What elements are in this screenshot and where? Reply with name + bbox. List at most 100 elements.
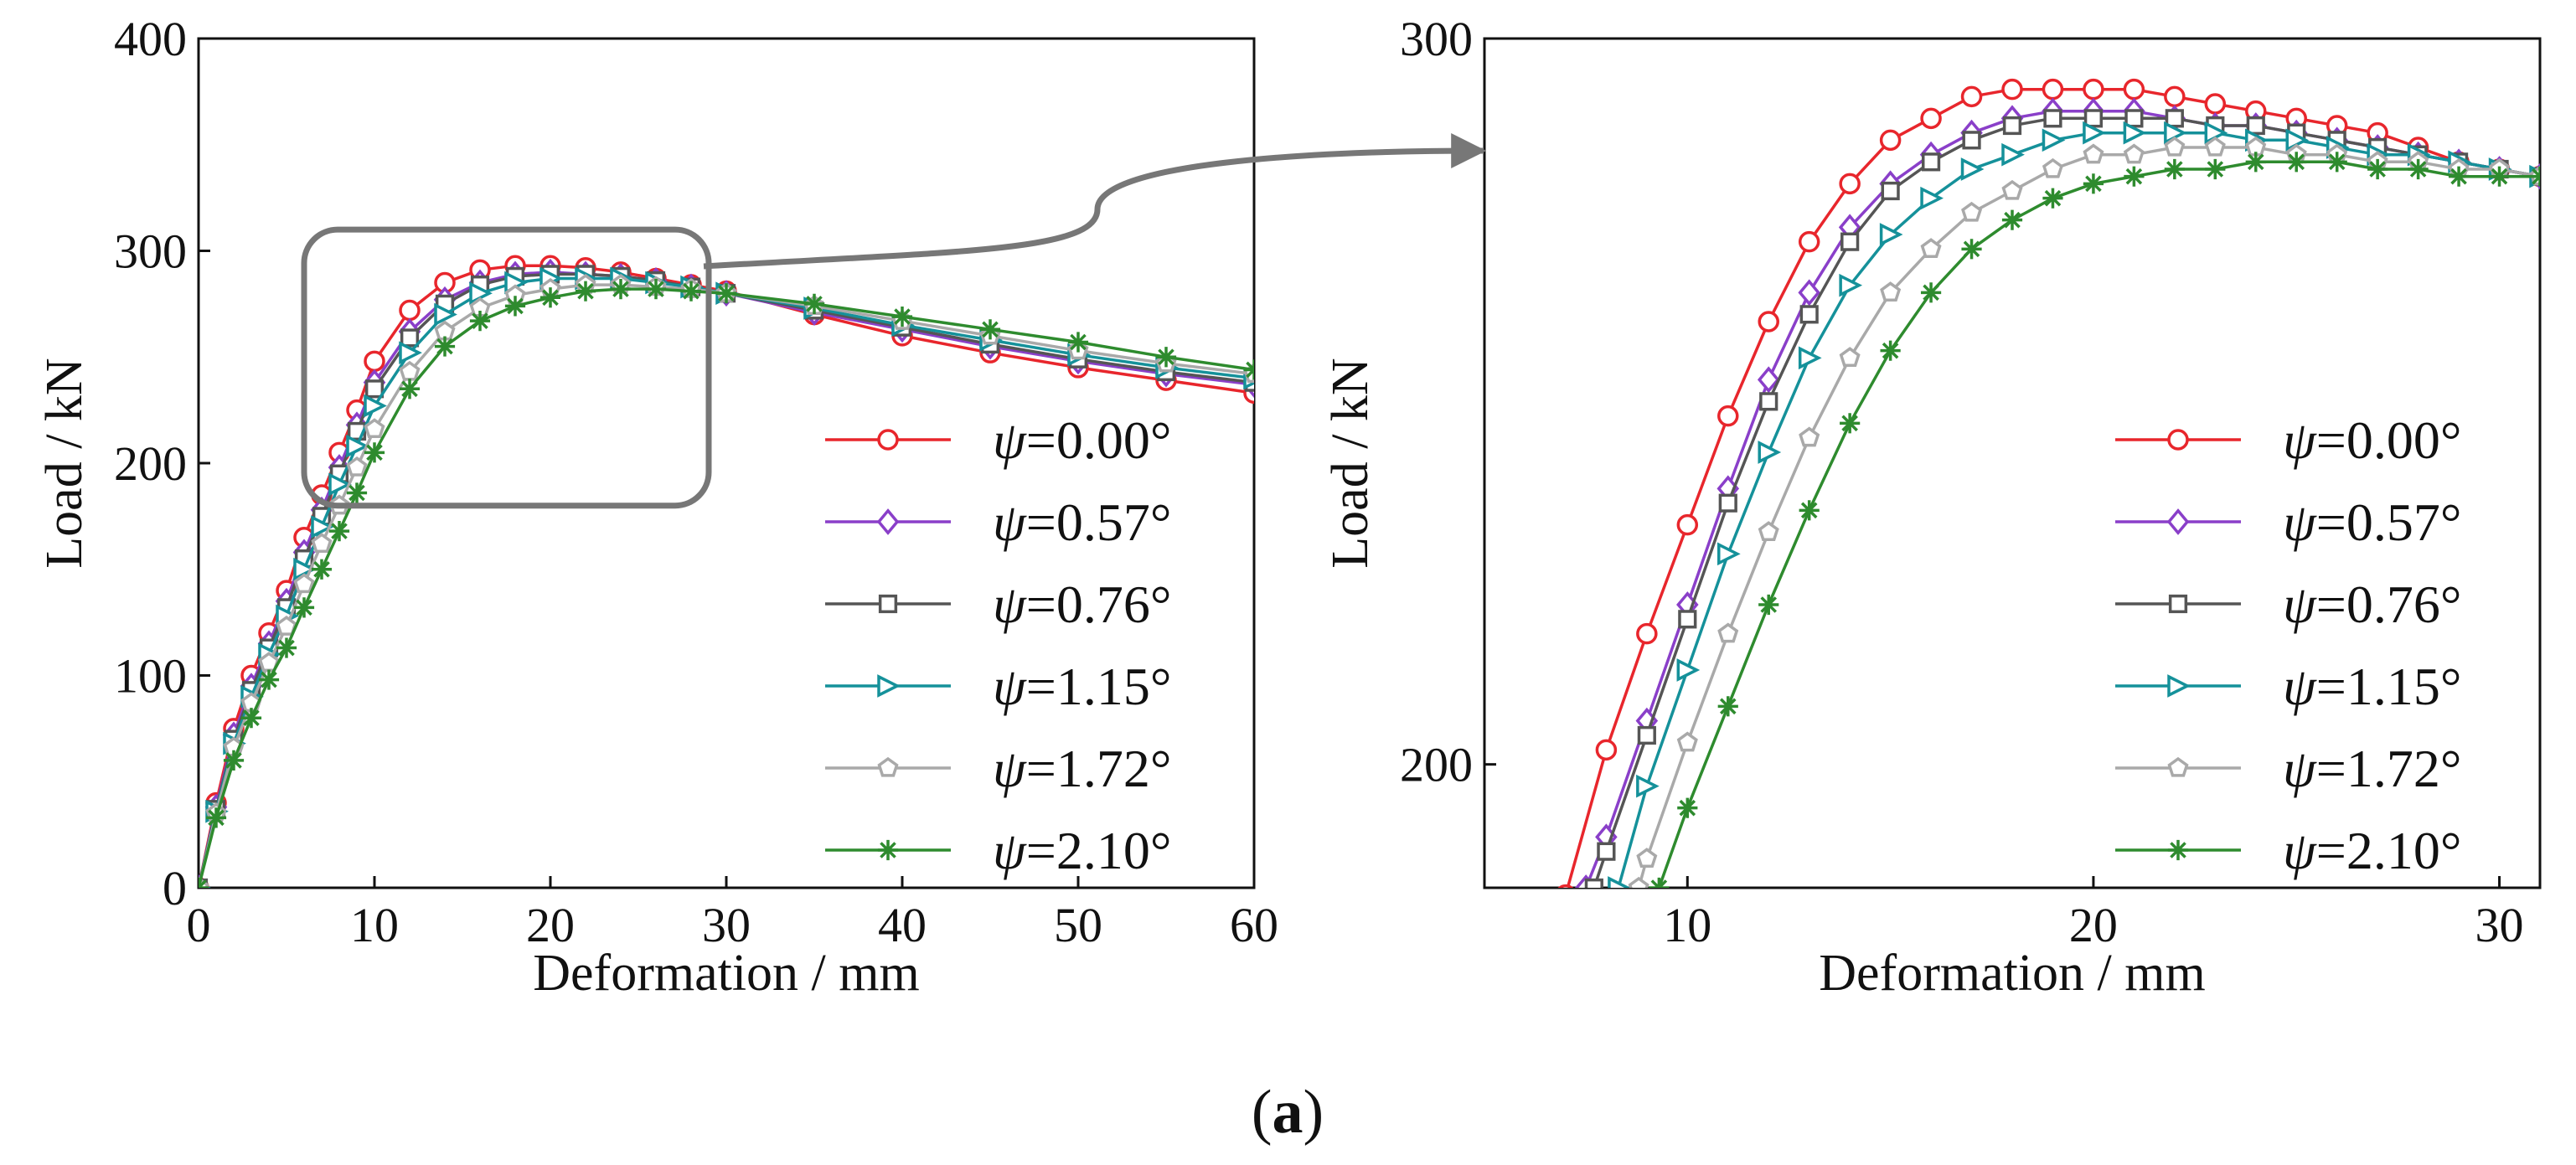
data-point — [364, 394, 387, 418]
data-point — [2001, 78, 2023, 101]
data-point — [803, 293, 825, 314]
x-axis-label: Deformation / mm — [1819, 945, 2205, 1002]
data-point — [2083, 109, 2104, 128]
data-point — [2489, 166, 2510, 187]
data-point — [2164, 85, 2186, 108]
data-point — [199, 877, 209, 888]
data-point — [1799, 426, 1820, 447]
legend-marker — [2167, 839, 2189, 861]
data-point — [2124, 166, 2145, 187]
data-point — [1758, 311, 1779, 332]
data-point — [1881, 181, 1900, 201]
legend-value: =2.10° — [1026, 821, 1172, 880]
data-point — [1676, 513, 1699, 536]
data-point — [2123, 78, 2145, 101]
zoom-box — [301, 226, 712, 509]
data-point — [1717, 542, 1741, 566]
legend-symbol: ψ — [2283, 821, 2317, 880]
legend-marker — [2167, 756, 2189, 777]
y-tick-label: 300 — [1400, 12, 1473, 66]
data-point — [1584, 878, 1603, 888]
legend-marker — [2168, 594, 2188, 614]
y-tick-label: 0 — [163, 861, 187, 915]
data-point — [364, 379, 385, 399]
data-point — [2002, 116, 2022, 136]
legend-entry: ψ=0.76° — [2283, 575, 2461, 634]
data-point — [891, 306, 913, 327]
data-point — [469, 311, 491, 332]
data-point — [364, 418, 385, 439]
legend-symbol: ψ — [2283, 492, 2317, 552]
data-point — [434, 302, 457, 327]
legend-entry: ψ=0.57° — [2283, 492, 2461, 552]
data-point — [205, 807, 227, 828]
legend-marker — [2167, 674, 2191, 698]
data-point — [2001, 179, 2023, 200]
series-group — [1557, 78, 2540, 888]
legend-entry: ψ=1.72° — [993, 739, 1171, 798]
data-point — [1759, 392, 1778, 411]
data-point — [2204, 93, 2227, 115]
data-point — [2001, 209, 2023, 230]
legend-value: =2.10° — [2316, 821, 2462, 880]
data-point — [364, 442, 385, 463]
series-group — [199, 255, 1254, 888]
data-point — [2043, 109, 2062, 128]
data-point — [2326, 152, 2347, 173]
data-point — [1717, 696, 1738, 717]
legend: ψ=0.00°ψ=0.57°ψ=0.76°ψ=1.15°ψ=1.72°ψ=2.1… — [2115, 410, 2461, 880]
figure-caption: (a) — [1252, 1078, 1324, 1147]
data-point — [2042, 188, 2063, 209]
data-point — [1557, 884, 1574, 888]
legend-marker — [876, 508, 900, 535]
legend-value: =1.15° — [1026, 657, 1172, 716]
data-point — [364, 350, 385, 373]
data-point — [1879, 129, 1902, 152]
legend-value: =0.57° — [2316, 492, 2462, 552]
x-tick-label: 50 — [1054, 898, 1102, 952]
data-point — [1678, 610, 1697, 629]
legend-marker — [877, 674, 901, 698]
legend-marker — [877, 756, 899, 777]
data-point — [1798, 279, 1820, 307]
data-point — [400, 328, 420, 348]
data-point — [1920, 282, 1942, 303]
data-point — [1637, 725, 1656, 745]
data-point — [2083, 173, 2104, 194]
data-point — [1717, 622, 1739, 643]
data-point — [293, 573, 315, 594]
legend-value: =0.76° — [1026, 575, 1172, 634]
data-point — [1920, 238, 1942, 258]
legend-value: =0.00° — [2316, 410, 2462, 470]
data-point — [2001, 142, 2025, 167]
data-point — [979, 319, 1001, 340]
legend-value: =0.00° — [1026, 410, 1172, 470]
data-point — [1718, 493, 1737, 513]
data-point — [2042, 157, 2063, 178]
data-point — [434, 336, 456, 357]
data-point — [1799, 305, 1819, 324]
legend-symbol: ψ — [993, 657, 1027, 716]
data-point — [680, 281, 702, 302]
data-point — [1636, 622, 1658, 645]
y-tick-label: 200 — [1400, 738, 1473, 792]
data-point — [328, 472, 352, 497]
data-point — [2083, 78, 2104, 101]
data-point — [645, 279, 667, 300]
data-point — [1798, 230, 1820, 253]
data-point — [399, 341, 422, 365]
data-point — [1921, 152, 1941, 172]
data-point — [2164, 136, 2186, 157]
data-point — [399, 299, 421, 322]
data-point — [1595, 739, 1618, 761]
legend-entry: ψ=1.15° — [993, 657, 1171, 716]
legend-symbol: ψ — [2283, 739, 2317, 798]
data-point — [2083, 121, 2106, 145]
legend-symbol: ψ — [993, 575, 1027, 634]
data-point — [1799, 500, 1820, 521]
data-point — [2123, 121, 2147, 145]
legend-entry: ψ=1.15° — [2283, 657, 2461, 716]
legend-value: =1.72° — [1026, 739, 1172, 798]
data-point — [1717, 405, 1739, 427]
